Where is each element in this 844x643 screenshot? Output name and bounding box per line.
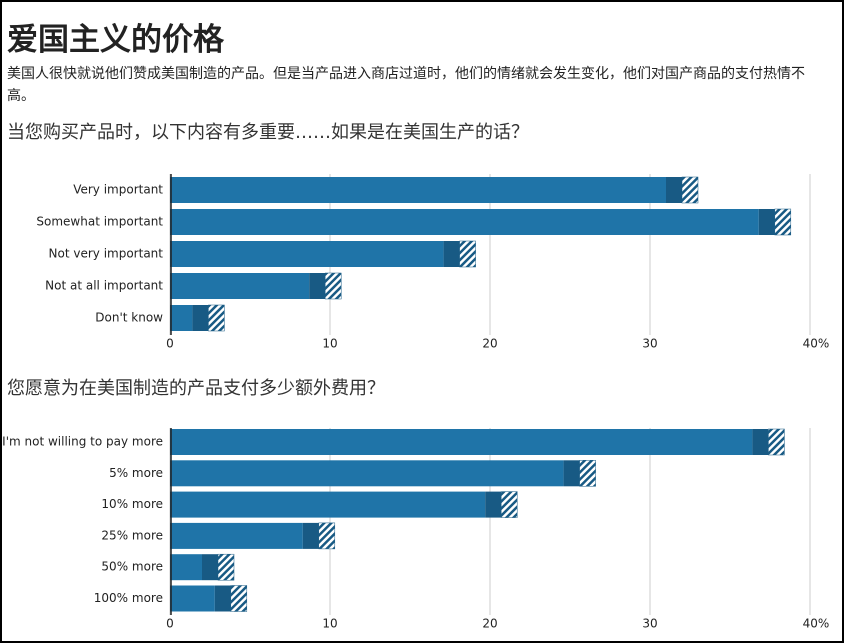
x-tick-label: 10 bbox=[322, 617, 337, 631]
bar-segment bbox=[309, 273, 326, 299]
x-tick-label: 20 bbox=[482, 617, 497, 631]
bar-segment bbox=[230, 585, 248, 612]
bar-segment bbox=[170, 429, 753, 455]
y-tick-label: 25% more bbox=[101, 528, 163, 542]
title: 爱国主义的价格 bbox=[7, 22, 224, 58]
y-tick-label: Not at all important bbox=[45, 279, 163, 293]
bar-segment bbox=[681, 176, 699, 204]
bar-segment bbox=[170, 554, 202, 581]
bar-segment bbox=[170, 491, 486, 518]
bar-segment bbox=[768, 428, 785, 456]
bar-segment bbox=[752, 429, 769, 455]
bar-segment bbox=[563, 460, 580, 487]
bar-segment bbox=[774, 208, 792, 236]
y-tick-label: 50% more bbox=[101, 560, 163, 574]
bar-segment bbox=[485, 491, 502, 518]
bar-segment bbox=[170, 585, 215, 612]
x-tick-label: 0 bbox=[166, 617, 174, 631]
chart-title: 您愿意为在美国制造的产品支付多少额外费用？ bbox=[7, 378, 385, 399]
y-tick-label: I'm not willing to pay more bbox=[2, 435, 163, 449]
bar-segment bbox=[170, 522, 303, 549]
bar-segment bbox=[666, 177, 682, 203]
bar-segment bbox=[214, 585, 231, 612]
x-tick-label: 40% bbox=[803, 337, 830, 351]
bar-segment bbox=[170, 209, 759, 235]
bar-segment bbox=[500, 491, 518, 518]
bar-segment bbox=[170, 241, 444, 267]
bar-segment bbox=[208, 304, 225, 332]
x-tick-label: 10 bbox=[322, 337, 337, 351]
bar-segment bbox=[318, 522, 336, 550]
x-tick-label: 0 bbox=[166, 337, 174, 351]
x-tick-label: 20 bbox=[482, 337, 497, 351]
bar-segment bbox=[192, 305, 209, 331]
bar-segment bbox=[170, 177, 666, 203]
x-tick-label: 40% bbox=[803, 617, 830, 631]
bar-segment bbox=[324, 272, 342, 300]
y-tick-label: 10% more bbox=[101, 497, 163, 511]
bar-segment bbox=[758, 209, 775, 235]
bar-segment bbox=[579, 460, 596, 487]
bar-segment bbox=[217, 553, 235, 581]
y-tick-label: Not very important bbox=[49, 247, 164, 261]
y-tick-label: 5% more bbox=[109, 466, 163, 480]
bar-segment bbox=[302, 522, 319, 549]
bar-segment bbox=[459, 240, 476, 268]
bar-segment bbox=[170, 305, 193, 331]
subtitle: 美国人很快就说他们赞成美国制造的产品。但是当产品进入商店过道时，他们的情绪就会发… bbox=[7, 66, 805, 104]
chart-title: 当您购买产品时，以下内容有多重要……如果是在美国生产的话？ bbox=[7, 122, 529, 143]
y-tick-label: Very important bbox=[73, 183, 163, 197]
y-tick-label: Don't know bbox=[95, 311, 163, 325]
bar-segment bbox=[170, 273, 310, 299]
x-tick-label: 30 bbox=[642, 617, 657, 631]
bar-segment bbox=[443, 241, 460, 267]
y-tick-label: Somewhat important bbox=[36, 215, 163, 229]
bar-segment bbox=[170, 460, 564, 487]
bar-segment bbox=[202, 554, 218, 581]
y-tick-label: 100% more bbox=[94, 591, 163, 605]
x-tick-label: 30 bbox=[642, 337, 657, 351]
